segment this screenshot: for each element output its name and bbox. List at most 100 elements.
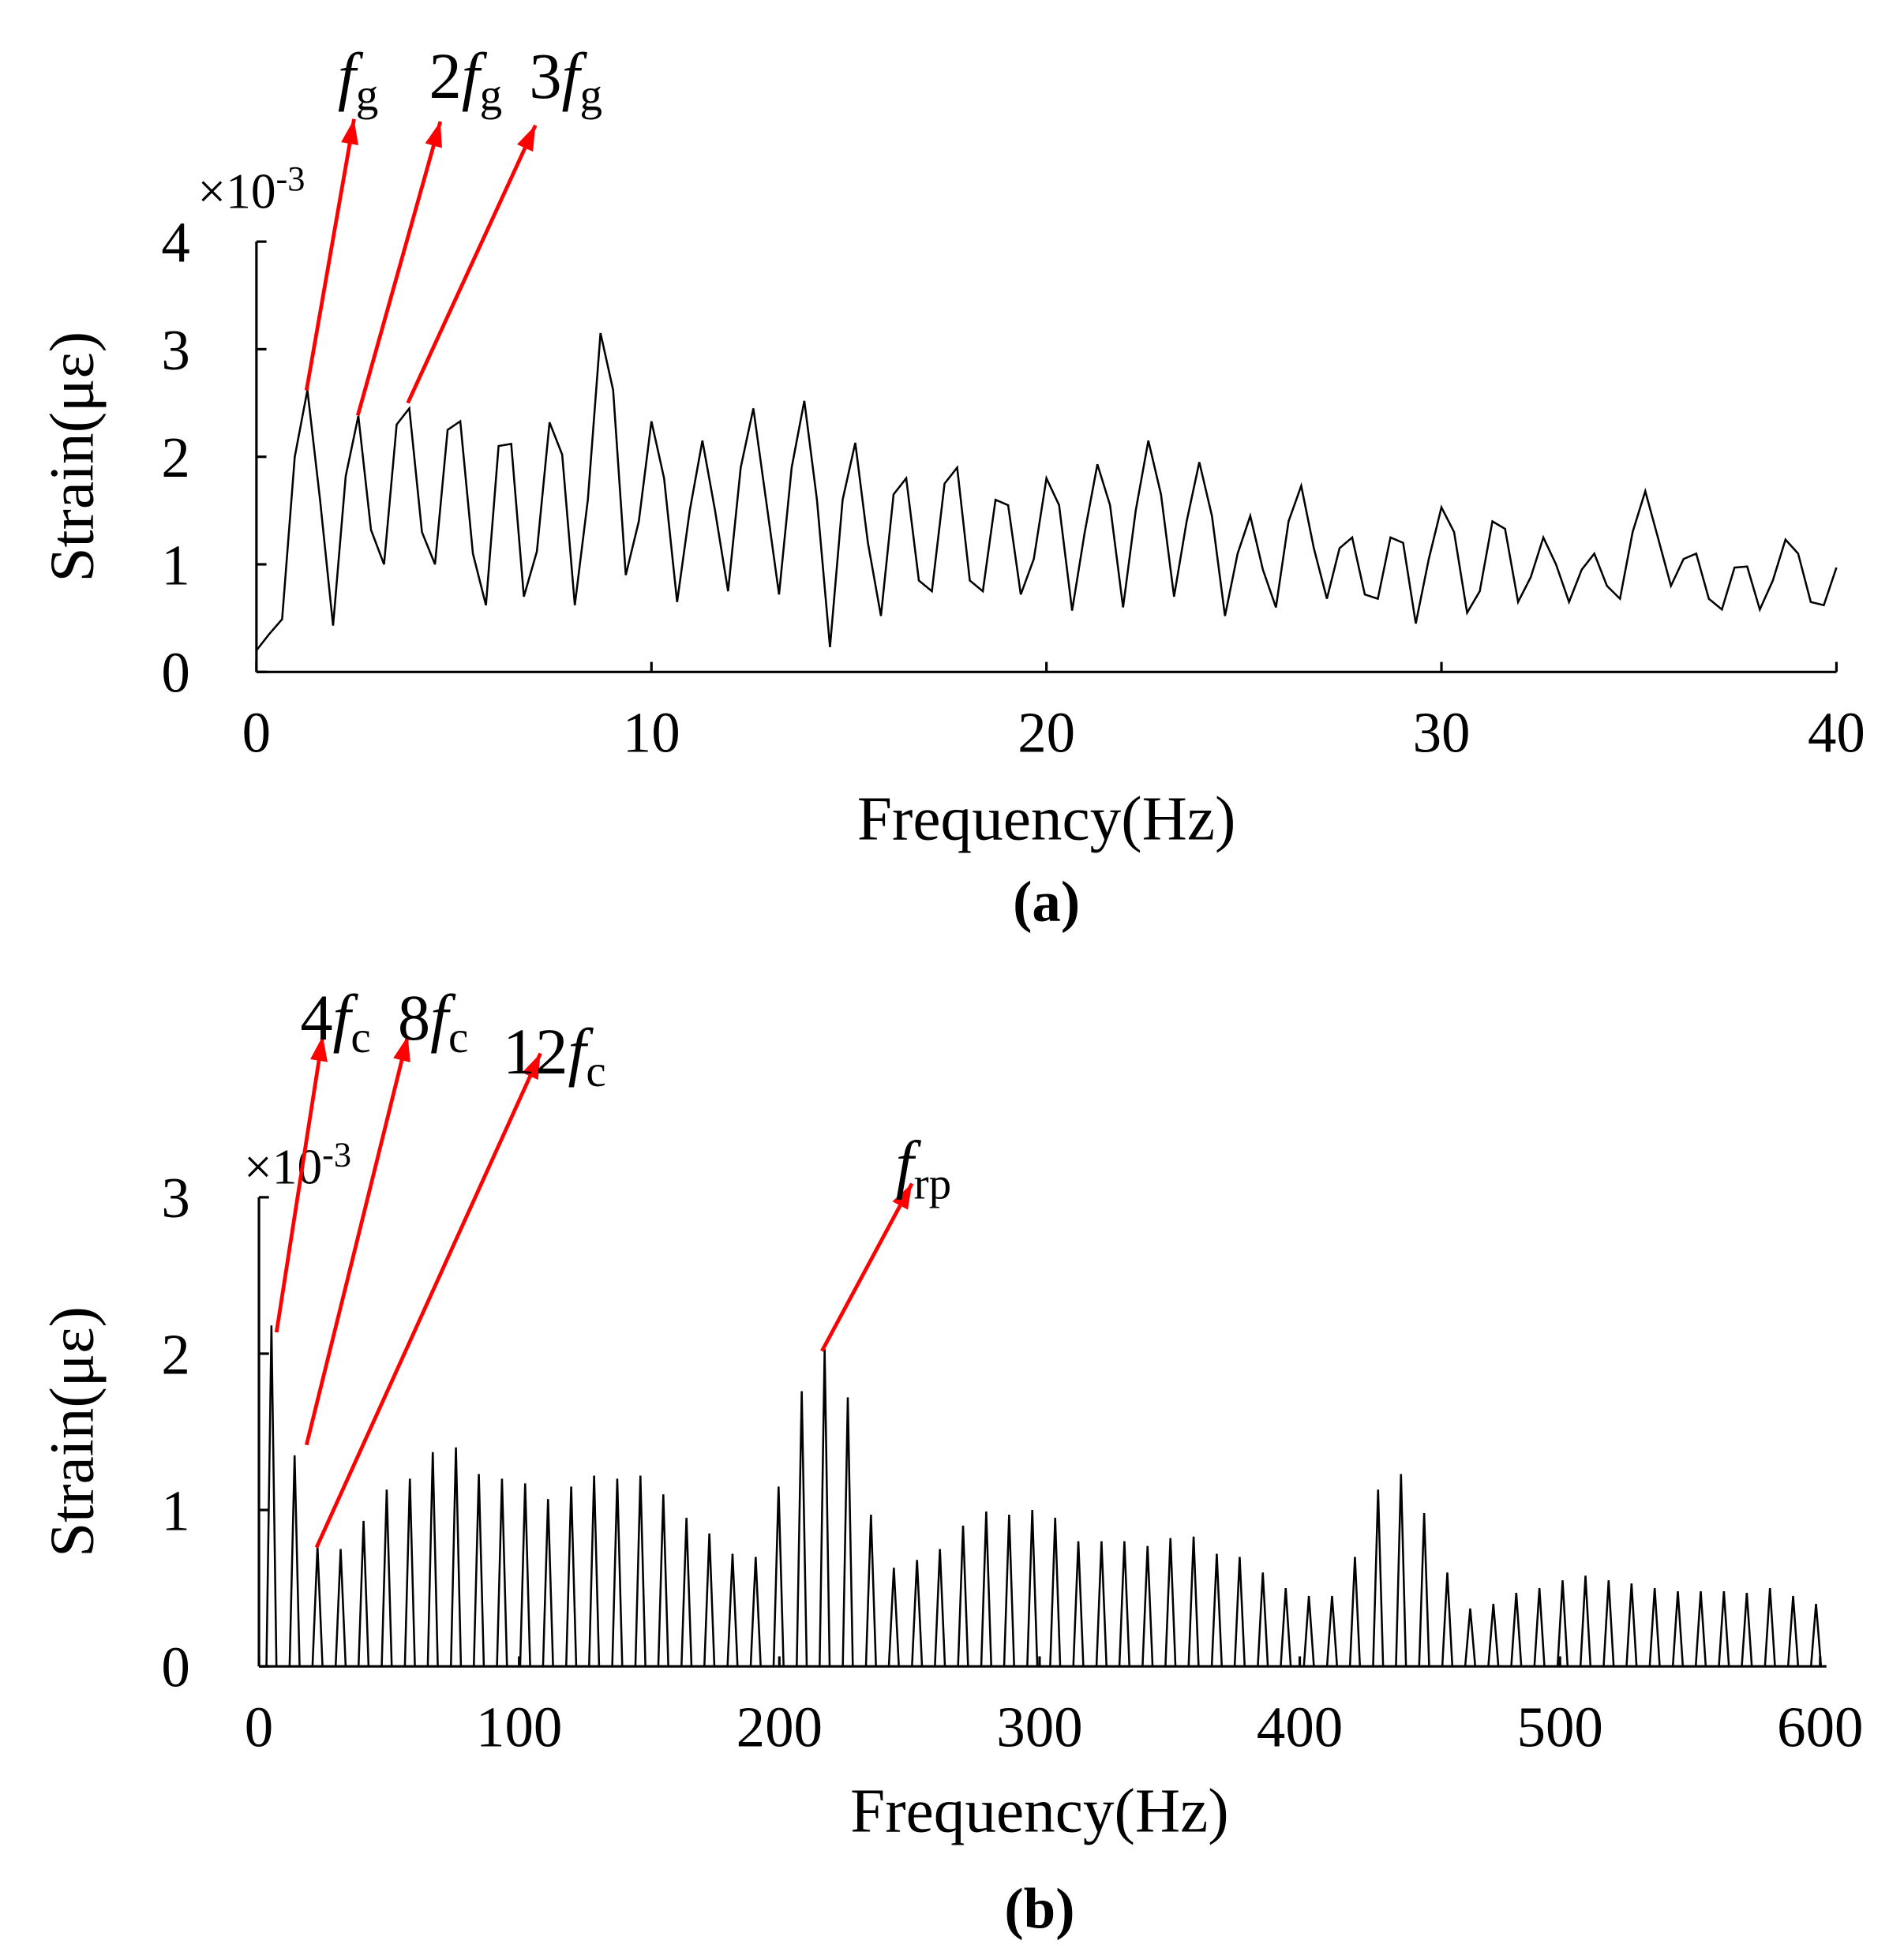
- spectral-peak: [472, 1474, 485, 1667]
- spectral-peak: [1141, 1545, 1154, 1667]
- y-tick-label: 1: [161, 533, 189, 597]
- multiplier-base: ×10: [197, 163, 275, 219]
- spectral-peak: [1049, 1517, 1062, 1667]
- data-line: [255, 332, 1838, 651]
- spectral-peak: [1418, 1512, 1430, 1667]
- annotation-subscript: g: [356, 71, 379, 121]
- spectral-peak: [1487, 1603, 1500, 1667]
- spectral-peak: [1072, 1541, 1085, 1667]
- spectral-peak: [726, 1553, 739, 1667]
- spectral-peak: [1441, 1572, 1454, 1667]
- x-tick-label: 300: [996, 1695, 1082, 1759]
- spectral-peak: [1164, 1538, 1177, 1667]
- spectral-peak: [496, 1478, 508, 1667]
- spectral-peak: [864, 1514, 877, 1667]
- arrow-head: [892, 1183, 913, 1210]
- x-tick-label: 10: [623, 701, 680, 765]
- spectral-peak: [265, 1325, 278, 1667]
- spectral-peak: [1026, 1510, 1039, 1667]
- spectral-peak: [1718, 1590, 1730, 1667]
- spectral-peak: [1602, 1580, 1615, 1667]
- x-tick-label: 100: [476, 1695, 562, 1759]
- annotation-subscript: g: [480, 71, 503, 121]
- x-axis-label: Frequency(Hz): [850, 1776, 1229, 1845]
- annotation-arrow: [304, 1035, 410, 1446]
- spectral-peak: [588, 1475, 601, 1667]
- spectral-peak: [611, 1478, 624, 1667]
- y-tick-label: 0: [161, 641, 189, 705]
- x-tick-label: 30: [1413, 701, 1471, 765]
- spectral-peak: [542, 1499, 554, 1667]
- x-tick-label: 20: [1018, 701, 1075, 765]
- spectral-peak: [749, 1557, 762, 1667]
- panel-label: (b): [1004, 1876, 1074, 1940]
- spectral-peak: [1280, 1588, 1292, 1667]
- arrow-head: [522, 1053, 541, 1081]
- y-tick-label: 3: [161, 318, 189, 382]
- spectral-peak: [1464, 1608, 1477, 1667]
- spectral-peak: [1671, 1590, 1685, 1667]
- multiplier-base: ×10: [244, 1139, 322, 1194]
- y-multiplier: ×10-3: [244, 1134, 351, 1194]
- arrow-head: [310, 1036, 328, 1062]
- annotation-label: 3fg: [529, 40, 602, 121]
- annotation-arrow: [406, 124, 538, 404]
- spectral-peak: [564, 1486, 578, 1667]
- multiplier-exponent: -3: [322, 1134, 351, 1174]
- arrow-head: [425, 121, 442, 148]
- spectral-peak: [1118, 1541, 1130, 1667]
- spectral-peak: [357, 1520, 370, 1667]
- spectral-peak: [403, 1478, 416, 1667]
- spectral-peak: [1095, 1541, 1108, 1667]
- spectral-peak: [1003, 1514, 1015, 1667]
- y-axis-label: Strain(με): [37, 332, 107, 583]
- annotation-label: 8fc: [398, 982, 468, 1062]
- annotation-subscript: c: [586, 1047, 605, 1096]
- y-tick-label: 2: [161, 1322, 189, 1386]
- annotation-prefix: 4: [300, 982, 332, 1054]
- spectral-peak: [1348, 1557, 1362, 1667]
- spectral-peak: [911, 1560, 924, 1667]
- spectral-peak: [380, 1489, 393, 1667]
- spectral-peak: [1187, 1536, 1200, 1667]
- annotation-arrow: [304, 118, 356, 391]
- spectral-peak: [1625, 1583, 1638, 1667]
- spectral-peak: [1233, 1557, 1246, 1667]
- x-tick-label: 200: [736, 1695, 823, 1759]
- spectral-peak: [1210, 1553, 1224, 1667]
- spectral-peak: [796, 1391, 808, 1667]
- annotation-label: 4fc: [300, 982, 370, 1062]
- spectral-peak: [680, 1517, 693, 1667]
- spectral-peak: [1741, 1592, 1753, 1667]
- spectral-peak: [1372, 1489, 1385, 1667]
- spectral-peak: [426, 1452, 439, 1667]
- x-tick-label: 0: [245, 1695, 273, 1759]
- y-tick-label: 1: [161, 1478, 189, 1542]
- annotation-subscript: c: [350, 1013, 370, 1062]
- spectral-peak: [657, 1494, 669, 1667]
- spectral-peak: [1325, 1595, 1339, 1667]
- annotation-arrow: [314, 1052, 542, 1549]
- annotation-label: 2fg: [429, 40, 503, 121]
- x-tick-label: 0: [242, 701, 271, 765]
- x-axis-label: Frequency(Hz): [857, 785, 1236, 854]
- arrow-head: [341, 118, 358, 145]
- spectral-peak: [1786, 1595, 1800, 1667]
- spectral-peak: [1556, 1580, 1569, 1667]
- annotation-arrow: [355, 121, 443, 417]
- spectral-peak: [1302, 1595, 1315, 1667]
- spectral-peak: [288, 1455, 301, 1667]
- y-tick-label: 3: [161, 1166, 189, 1230]
- y-axis-label: Strain(με): [37, 1306, 107, 1557]
- x-tick-label: 400: [1257, 1695, 1343, 1759]
- panel: 0 1 2 3 0 100 200 300 400 500 600 Frequency(Hz) Stra…: [37, 1134, 1863, 1940]
- arrow-head: [393, 1036, 410, 1062]
- y-multiplier: ×10-3: [197, 159, 305, 219]
- y-tick-label: 0: [161, 1635, 189, 1699]
- spectral-peak: [311, 1545, 324, 1667]
- spectral-peak: [1257, 1572, 1269, 1667]
- spectral-peak: [634, 1475, 647, 1667]
- arrow-head: [516, 125, 536, 152]
